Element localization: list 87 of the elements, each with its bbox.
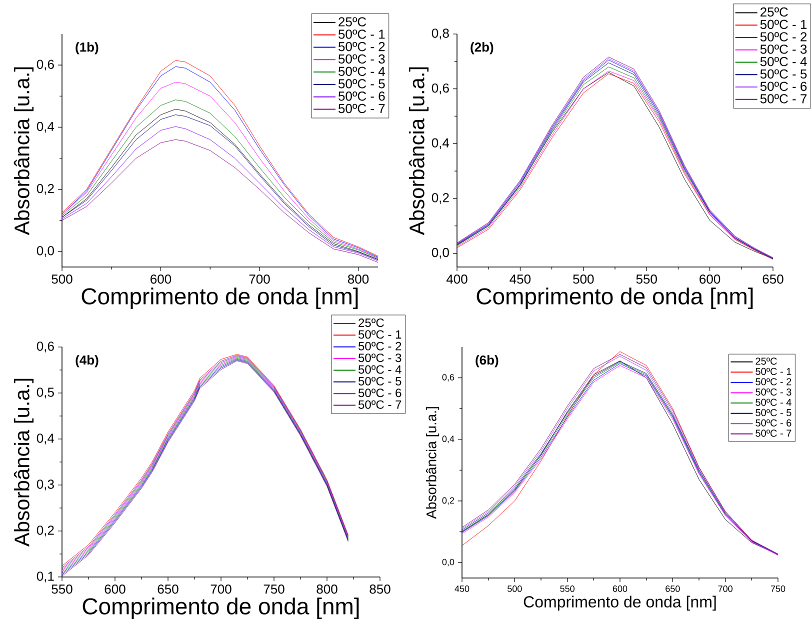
y-axis-title: Absorbância [u.a.] [14, 378, 34, 547]
x-tick-label: 800 [316, 584, 338, 594]
x-tick-label: 700 [210, 584, 232, 594]
legend-label: 50ºC - 2 [338, 42, 385, 52]
legend-label: 50ºC - 5 [338, 79, 385, 88]
legend-label: 50ºC - 2 [760, 32, 807, 42]
legend-label: 50ºC - 7 [358, 400, 402, 409]
y-tick-label: 0,2 [442, 497, 454, 505]
x-tick-label: 700 [249, 274, 270, 284]
x-tick-label: 750 [264, 584, 284, 594]
legend-label: 25ºC [338, 17, 366, 26]
legend-label: 50ºC - 3 [760, 44, 807, 54]
y-tick-label: 0,4 [36, 122, 54, 133]
y-tick-label: 0,2 [36, 526, 54, 536]
text: (2b) [470, 42, 494, 54]
legend-label: 50ºC - 4 [756, 398, 792, 406]
x-tick-label: 450 [510, 274, 531, 284]
x-tick-label: 650 [158, 584, 178, 594]
legend-label: 50ºC - 4 [338, 66, 385, 76]
legend-label: 50ºC - 6 [760, 82, 807, 91]
y-tick-label: 0,0 [442, 558, 454, 566]
x-tick-label: 550 [560, 586, 574, 592]
x-tick-label: 600 [612, 586, 628, 592]
x-tick-label: 650 [666, 586, 680, 592]
legend-label: 50ºC - 3 [338, 54, 385, 64]
y-tick-label: 0,2 [36, 184, 54, 195]
legend-label: 50ºC - 2 [358, 342, 402, 350]
x-tick-label: 750 [770, 586, 786, 592]
y-tick-label: 0,4 [442, 436, 454, 444]
x-tick-label: 550 [52, 584, 72, 594]
y-tick-label: 0,5 [36, 388, 54, 398]
x-tick-label: 600 [104, 584, 126, 594]
legend-label: 50ºC - 3 [358, 354, 402, 362]
y-tick-label: 0,8 [432, 28, 449, 40]
y-axis-title: Absorbância [u.a.] [408, 67, 429, 236]
legend-label: 25ºC [756, 358, 777, 365]
y-tick-label: 0,6 [432, 83, 449, 94]
legend-label: 50ºC - 1 [338, 30, 385, 39]
x-tick-label: 450 [454, 586, 470, 592]
y-tick-label: 0,6 [442, 374, 454, 382]
legend-label: 50ºC - 4 [760, 56, 807, 66]
legend-label: 50ºC - 7 [756, 430, 792, 437]
y-tick-label: 0,0 [36, 246, 54, 257]
legend-label: 50ºC - 6 [338, 92, 385, 101]
legend-label: 25ºC [358, 318, 384, 327]
x-tick-label: 500 [508, 586, 522, 592]
y-axis-title: Absorbância [u.a.] [426, 407, 440, 519]
text: (6b) [476, 355, 498, 368]
legend-label: 50ºC - 7 [338, 104, 385, 114]
x-tick-label: 850 [370, 584, 390, 594]
x-tick-label: 600 [700, 274, 720, 284]
x-tick-label: 800 [348, 274, 369, 284]
legend-label: 50ºC - 6 [756, 419, 792, 426]
legend-label: 50ºC - 1 [358, 330, 402, 339]
legend-label: 50ºC - 7 [760, 94, 807, 104]
legend-label: 50ºC - 4 [358, 365, 402, 374]
legend-label: 50ºC - 3 [756, 388, 792, 396]
y-tick-label: 0,4 [36, 434, 54, 444]
x-tick-label: 550 [636, 274, 657, 284]
x-tick-label: 500 [573, 274, 594, 284]
x-tick-label: 400 [446, 274, 468, 284]
x-tick-label: 500 [52, 274, 72, 284]
x-tick-label: 650 [762, 274, 784, 284]
legend-label: 25ºC [760, 7, 788, 17]
legend-label: 50ºC - 1 [756, 368, 792, 375]
y-tick-label: 0,4 [432, 138, 450, 150]
x-axis-title: Comprimento de onda [nm] [82, 598, 359, 620]
y-tick-label: 0,0 [432, 248, 449, 259]
y-tick-label: 0,3 [36, 480, 54, 490]
x-axis-title: Comprimento de onda [nm] [82, 288, 358, 310]
text: (4b) [76, 355, 98, 368]
x-tick-label: 600 [150, 274, 172, 284]
x-axis-title: Comprimento de onda [nm] [524, 596, 716, 611]
y-tick-label: 0,2 [432, 193, 449, 204]
x-tick-label: 700 [718, 586, 732, 592]
legend-label: 50ºC - 1 [760, 20, 807, 30]
legend-label: 50ºC - 5 [358, 376, 402, 386]
legend-label: 50ºC - 2 [756, 378, 792, 386]
y-tick-label: 0,6 [36, 60, 54, 70]
y-axis-title: Absorbância [u.a.] [14, 67, 34, 236]
y-tick-label: 0,1 [36, 572, 54, 582]
y-tick-label: 0,6 [36, 342, 54, 352]
text: (1b) [76, 42, 98, 54]
legend-label: 50ºC - 5 [756, 409, 792, 416]
legend-label: 50ºC - 5 [760, 69, 807, 79]
x-axis-title: Comprimento de onda [nm] [476, 288, 753, 310]
legend-label: 50ºC - 6 [358, 388, 402, 398]
